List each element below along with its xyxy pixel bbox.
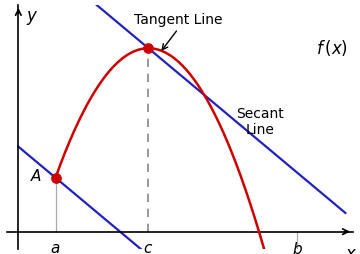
Text: $y$: $y$ [26,9,38,27]
Text: Secant
Line: Secant Line [236,106,284,137]
Text: $c$: $c$ [143,241,153,254]
Point [53,176,58,180]
Text: $A$: $A$ [30,168,42,184]
Text: Tangent Line: Tangent Line [134,13,222,27]
Text: $x$: $x$ [345,245,357,254]
Text: $f\,(x)$: $f\,(x)$ [316,38,348,58]
Point [145,46,151,50]
Text: $a$: $a$ [50,241,61,254]
Text: $b$: $b$ [292,241,302,254]
